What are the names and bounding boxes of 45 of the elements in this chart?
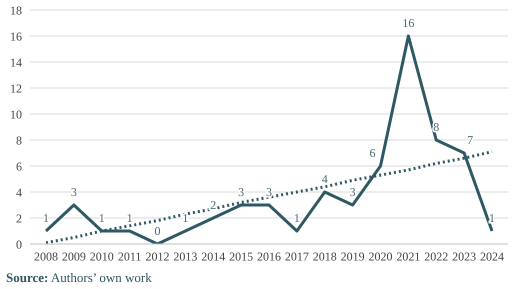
data-label: 6 [370, 146, 376, 160]
x-tick-label: 2008 [34, 250, 58, 264]
y-tick-label: 18 [10, 3, 22, 18]
x-tick-label: 2023 [452, 250, 476, 264]
data-label: 4 [322, 172, 328, 186]
x-tick-label: 2013 [173, 250, 198, 264]
x-tick-label: 2010 [90, 250, 114, 264]
y-tick-label: 12 [10, 81, 22, 96]
y-tick-label: 10 [10, 107, 22, 122]
y-tick-label: 4 [16, 185, 22, 200]
data-label: 3 [70, 185, 77, 199]
x-tick-label: 2016 [257, 250, 281, 264]
data-label: 3 [350, 185, 356, 199]
line-series [44, 34, 494, 244]
x-tick-label: 2018 [312, 250, 337, 264]
data-label: 3 [238, 185, 244, 199]
y-tick-label: 14 [10, 55, 22, 70]
data-label: 2 [210, 198, 216, 212]
source-note: Source: Authors’ own work [6, 270, 152, 286]
data-label: 1 [43, 211, 49, 225]
data-label: 1 [126, 211, 133, 225]
data-label: 1 [98, 211, 105, 225]
x-tick-label: 2012 [146, 250, 170, 264]
x-tick-label: 2011 [118, 250, 142, 264]
data-label: 16 [402, 16, 414, 30]
x-tick-label: 2022 [424, 250, 448, 264]
y-tick-label: 16 [10, 29, 22, 44]
y-tick-label: 8 [16, 133, 22, 148]
data-label: 3 [266, 185, 272, 199]
data-label: 1 [294, 211, 300, 225]
x-tick-label: 2017 [284, 250, 309, 264]
x-tick-label: 2014 [201, 250, 226, 264]
x-tick-label: 2021 [396, 250, 420, 264]
x-tick-label: 2024 [480, 250, 504, 264]
data-label: 1 [489, 211, 495, 225]
y-tick-label: 2 [16, 211, 22, 226]
x-tick-label: 2009 [62, 250, 86, 264]
data-label: 7 [467, 133, 474, 147]
y-tick-label: 0 [16, 237, 22, 252]
y-tick-label: 6 [16, 159, 22, 174]
x-tick-label: 2015 [229, 250, 254, 264]
data-label: 0 [154, 224, 160, 238]
x-tick-label: 2020 [368, 250, 392, 264]
x-tick-label: 2019 [340, 250, 365, 264]
data-label: 1 [182, 211, 188, 225]
